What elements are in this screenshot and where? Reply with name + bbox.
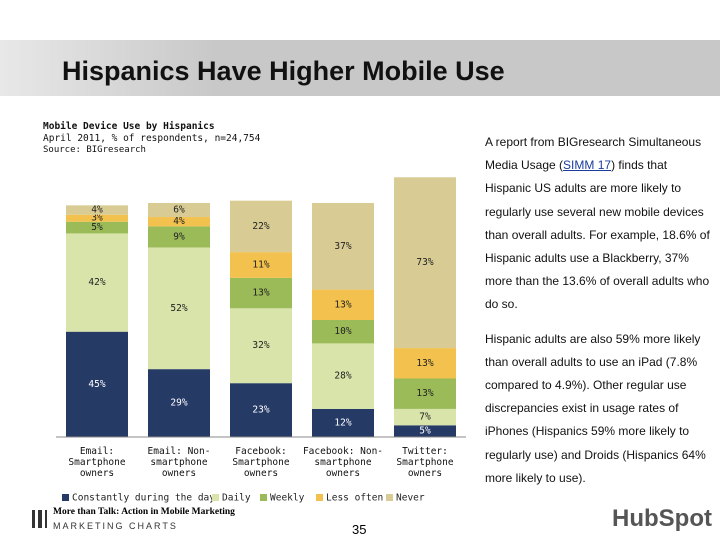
data-label: 4% xyxy=(91,205,103,216)
footer-brand: MARKETING CHARTS xyxy=(53,521,178,531)
x-tick-label: Email: Non-smartphone owners xyxy=(147,446,211,479)
bar-segment xyxy=(148,203,210,218)
bar-segment xyxy=(66,205,128,215)
hubspot-logo: HubSpot xyxy=(612,505,712,532)
data-label: 12% xyxy=(334,417,351,428)
legend-label: Daily xyxy=(222,493,251,504)
data-label: 7% xyxy=(419,412,431,423)
x-tick-label: Facebook: Non-smartphone owners xyxy=(302,446,384,479)
data-label: 52% xyxy=(170,303,187,314)
link[interactable]: SIMM 17 xyxy=(563,158,612,173)
legend-label: Less often xyxy=(326,493,383,504)
bar-segment xyxy=(312,408,374,437)
x-tick-label: Email: Smartphone owners xyxy=(68,446,126,479)
legend-swatch xyxy=(316,494,323,501)
data-label: 29% xyxy=(170,398,187,409)
data-label: 73% xyxy=(416,257,433,268)
bar-segment xyxy=(394,425,456,437)
logo-icon xyxy=(32,510,47,528)
chart: 45%42%5%3%4%29%52%9%4%6%23%32%13%11%22%1… xyxy=(56,177,466,504)
chart-subtitle: April 2011, % of respondents, n=24,754 xyxy=(43,133,261,144)
bar-segment xyxy=(148,369,210,437)
text: A report from BIGresearch Simultaneous M… xyxy=(485,135,702,173)
bar-segment xyxy=(312,320,374,344)
legend-swatch xyxy=(62,494,69,501)
data-label: 4% xyxy=(173,216,185,227)
data-label: 6% xyxy=(173,205,185,216)
data-label: 28% xyxy=(334,371,351,382)
data-label: 23% xyxy=(252,405,269,416)
text: ) finds that Hispanic US adults are more… xyxy=(485,158,710,312)
bar-segment xyxy=(230,200,292,253)
chart-source: Source: BIGresearch xyxy=(43,145,146,155)
bar-segment xyxy=(230,308,292,384)
data-label: 13% xyxy=(416,388,433,399)
bar-segment xyxy=(230,277,292,309)
bar-segment xyxy=(312,343,374,409)
data-label: 11% xyxy=(252,260,269,271)
bar-segment xyxy=(394,378,456,409)
data-label: 37% xyxy=(334,241,351,252)
legend-label: Never xyxy=(396,493,425,504)
data-label: 13% xyxy=(416,358,433,369)
data-label: 42% xyxy=(88,277,105,288)
bar-segment xyxy=(394,177,456,349)
data-label: 9% xyxy=(173,231,185,242)
data-label: 10% xyxy=(334,326,351,337)
bar-segment xyxy=(66,214,128,222)
data-label: 5% xyxy=(91,222,103,233)
legend-swatch xyxy=(212,494,219,501)
bar-segment xyxy=(148,217,210,227)
sidebar: A report from BIGresearch Simultaneous M… xyxy=(485,131,710,501)
legend-label: Constantly during the day xyxy=(72,493,215,504)
slide-title: Hispanics Have Higher Mobile Use xyxy=(62,56,505,86)
data-label: 22% xyxy=(252,221,269,232)
footer-tagline: More than Talk: Action in Mobile Marketi… xyxy=(53,507,235,517)
x-tick-label: Twitter: Smartphone owners xyxy=(396,446,454,479)
chart-title: Mobile Device Use by Hispanics xyxy=(43,121,215,132)
bar-segment xyxy=(66,221,128,234)
legend-swatch xyxy=(260,494,267,501)
paragraph: Hispanic adults are also 59% more likely… xyxy=(485,331,706,485)
bar-segment xyxy=(148,247,210,370)
data-label: 45% xyxy=(88,379,105,390)
paragraph: A report from BIGresearch Simultaneous M… xyxy=(485,131,710,317)
data-label: 32% xyxy=(252,340,269,351)
bar-segment xyxy=(66,331,128,437)
data-label: 3% xyxy=(91,213,103,224)
bar-segment xyxy=(230,252,292,278)
bar-segment xyxy=(312,203,374,290)
data-label: 13% xyxy=(334,299,351,310)
bar-segment xyxy=(394,408,456,426)
x-tick-label: Facebook: Smartphone owners xyxy=(232,446,290,479)
title-banner xyxy=(0,40,720,96)
bar-segment xyxy=(230,383,292,437)
data-label: 5% xyxy=(419,426,431,437)
bar-segment xyxy=(66,233,128,332)
legend-label: Weekly xyxy=(270,493,305,504)
bar-segment xyxy=(312,289,374,320)
bar-segment xyxy=(148,226,210,248)
bar-segment xyxy=(394,348,456,379)
data-label: 13% xyxy=(252,288,269,299)
page-number: 35 xyxy=(352,522,367,537)
legend-swatch xyxy=(386,494,393,501)
